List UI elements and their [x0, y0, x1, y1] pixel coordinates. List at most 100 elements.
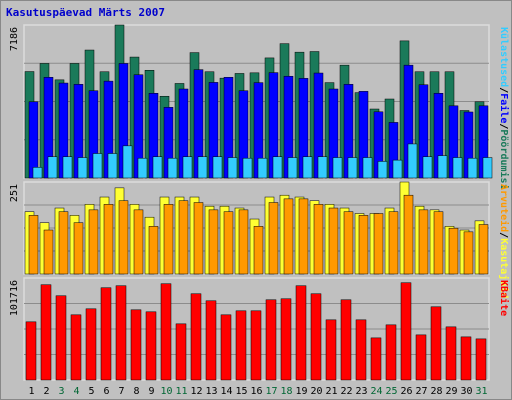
bar-top-s2-25	[392, 159, 403, 179]
bar-bottom-s0-13	[205, 300, 217, 381]
bar-top-s2-21	[332, 157, 343, 179]
bar-bottom-s0-23	[355, 319, 367, 381]
bar-top-s2-1	[32, 167, 43, 179]
x-tick-label-6: 6	[103, 386, 109, 397]
bar-middle-s1-24	[373, 213, 384, 275]
x-tick-label-21: 21	[325, 386, 337, 397]
x-tick-label-16: 16	[250, 386, 262, 397]
legend-entry-top-3: /	[498, 123, 509, 129]
bar-bottom-s0-20	[310, 293, 322, 381]
bar-top-s2-28	[437, 155, 448, 179]
panel-middle	[23, 181, 490, 275]
y-max-label-bottom: 101716	[9, 280, 20, 316]
bar-top-s2-6	[107, 153, 118, 179]
bar-top-s2-14	[227, 157, 238, 179]
bar-middle-s1-22	[343, 211, 354, 275]
bar-bottom-s0-29	[445, 326, 457, 381]
bar-middle-s1-4	[73, 222, 84, 275]
bar-top-s2-9	[152, 156, 163, 179]
legend-entry-middle-2: Kasutajaid	[498, 238, 510, 298]
legend-entry-bottom-0: KBaite	[498, 280, 510, 316]
x-tick-label-22: 22	[340, 386, 352, 397]
bar-bottom-s0-17	[265, 299, 277, 381]
x-tick-label-29: 29	[445, 386, 457, 397]
x-tick-label-15: 15	[235, 386, 247, 397]
bar-middle-s1-18	[283, 198, 294, 275]
bar-middle-s1-20	[313, 204, 324, 275]
bar-top-s2-12	[197, 156, 208, 179]
x-tick-label-8: 8	[133, 386, 139, 397]
legend-middle: Arvuteid/Kasutajaid	[498, 184, 510, 298]
bar-top-s2-5	[92, 153, 103, 179]
bar-bottom-s0-15	[235, 310, 247, 381]
y-max-labels: 7186 251 101716	[9, 27, 20, 316]
x-tick-label-27: 27	[415, 386, 427, 397]
bar-top-s2-13	[212, 156, 223, 179]
x-tick-label-7: 7	[118, 386, 124, 397]
bar-bottom-s0-24	[370, 337, 382, 381]
x-tick-label-14: 14	[220, 386, 232, 397]
legend-entry-middle-0: Arvuteid	[498, 184, 510, 232]
bar-top-s2-3	[62, 156, 73, 179]
chart-title: Kasutuspäevad Märts 2007	[6, 6, 165, 19]
bar-top-s2-7	[122, 145, 133, 179]
bar-middle-s1-11	[178, 200, 189, 275]
legend-entry-top-2: Faile	[498, 93, 510, 123]
bar-bottom-s0-7	[115, 285, 127, 381]
bar-bottom-s0-4	[70, 314, 82, 381]
bar-bottom-s0-9	[145, 311, 157, 381]
x-tick-label-11: 11	[175, 386, 187, 397]
x-tick-label-30: 30	[460, 386, 472, 397]
bar-middle-s1-14	[223, 211, 234, 275]
x-tick-label-13: 13	[205, 386, 217, 397]
bar-middle-s1-16	[253, 226, 264, 275]
bar-top-s2-16	[257, 157, 268, 179]
x-tick-label-9: 9	[148, 386, 154, 397]
bar-middle-s1-25	[388, 211, 399, 275]
bar-bottom-s0-10	[160, 283, 172, 381]
x-tick-label-10: 10	[160, 386, 172, 397]
bar-bottom-s0-26	[400, 282, 412, 381]
x-tick-label-4: 4	[73, 386, 79, 397]
bar-middle-s1-10	[163, 204, 174, 275]
x-tick-label-20: 20	[310, 386, 322, 397]
bar-middle-s1-26	[403, 194, 414, 275]
bar-bottom-s0-27	[415, 334, 427, 381]
chart-panels	[23, 24, 493, 381]
bar-bottom-s0-1	[25, 321, 37, 381]
y-max-label-middle: 251	[9, 184, 20, 202]
legend-bottom: KBaite	[498, 280, 510, 316]
bar-top-s2-11	[182, 156, 193, 179]
x-tick-label-1: 1	[28, 386, 34, 397]
bar-bottom-s0-19	[295, 285, 307, 381]
bar-middle-s1-13	[208, 209, 219, 275]
bar-top-s2-8	[137, 157, 148, 179]
bar-bottom-s0-11	[175, 323, 187, 381]
bar-middle-s1-29	[448, 227, 459, 275]
bar-bottom-s0-8	[130, 309, 142, 381]
bar-middle-s1-8	[133, 209, 144, 275]
bar-middle-s1-28	[433, 211, 444, 275]
bar-middle-s1-19	[298, 198, 309, 275]
bar-bottom-s0-3	[55, 295, 67, 381]
bar-bottom-s0-2	[40, 284, 52, 381]
bar-middle-s1-5	[88, 209, 99, 275]
bar-middle-s1-31	[478, 224, 489, 275]
bar-middle-s1-17	[268, 202, 279, 275]
bar-top-s2-23	[362, 157, 373, 179]
bar-top-s2-29	[452, 157, 463, 179]
bar-middle-s1-21	[328, 207, 339, 275]
bar-middle-s1-27	[418, 209, 429, 275]
bar-middle-s1-6	[103, 204, 114, 275]
x-tick-label-2: 2	[43, 386, 49, 397]
bar-top-s2-27	[422, 156, 433, 179]
bar-bottom-s0-21	[325, 319, 337, 381]
bar-bottom-s0-30	[460, 336, 472, 381]
bar-bottom-s0-22	[340, 299, 352, 381]
bar-top-s2-24	[377, 161, 388, 179]
bar-middle-s1-2	[43, 229, 54, 275]
bar-top-s2-22	[347, 157, 358, 179]
bar-middle-s1-30	[463, 231, 474, 275]
x-tick-label-5: 5	[88, 386, 94, 397]
